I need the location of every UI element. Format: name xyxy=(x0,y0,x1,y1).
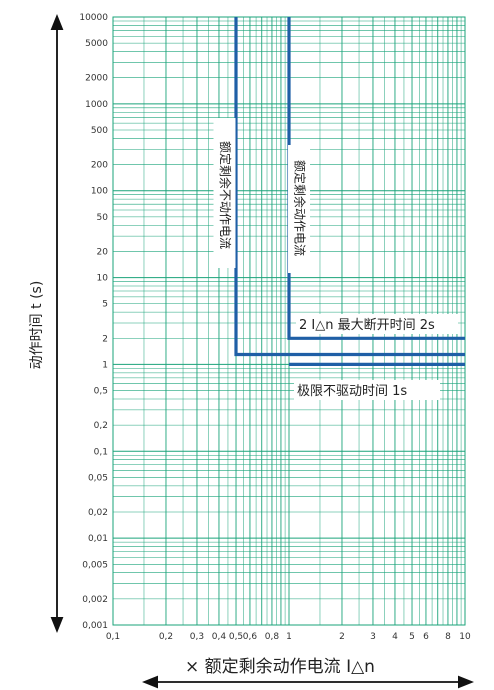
y-tick-label: 5000 xyxy=(85,39,108,49)
x-tick-label: 0,2 xyxy=(159,632,173,642)
annotation-bg xyxy=(294,380,440,400)
y-tick-label: 0,1 xyxy=(94,447,108,457)
y-tick-label: 1000 xyxy=(85,100,108,110)
y-tick-label: 200 xyxy=(91,161,108,171)
x-tick-label: 0,6 xyxy=(243,632,258,642)
y-tick-label: 2000 xyxy=(85,74,108,84)
y-tick-label: 10 xyxy=(97,274,109,284)
x-tick-label: 3 xyxy=(370,632,376,642)
y-axis-title: 动作时间 t (s) xyxy=(29,280,45,370)
y-tick-label: 5 xyxy=(102,300,108,310)
x-tick-label: 6 xyxy=(423,632,429,642)
y-tick-label: 0,005 xyxy=(82,560,108,570)
x-tick-label: 0,1 xyxy=(106,632,120,642)
y-tick-label: 0,01 xyxy=(88,534,108,544)
annotation-non-drive-time: 极限不驱动时间 1s xyxy=(297,384,407,399)
x-tick-label: 0,3 xyxy=(190,632,204,642)
y-tick-labels: 10000 5000 2000 1000 500 200 100 50 20 10 5 2 1 0,5 0,… xyxy=(79,13,108,631)
x-tick-label: 0,8 xyxy=(265,632,280,642)
annotation-operating-current: 额定剩余动作电流 xyxy=(293,160,308,256)
y-tick-label: 0,5 xyxy=(94,387,108,397)
y-tick-label: 50 xyxy=(97,213,109,223)
y-tick-label: 0,001 xyxy=(82,621,108,631)
curves xyxy=(234,17,465,366)
y-tick-label: 0,02 xyxy=(88,508,108,518)
y-tick-label: 1 xyxy=(102,360,108,370)
series-line-2 xyxy=(287,17,465,340)
annotations: 额定剩余不动作电流 额定剩余动作电流 2 I△n 最大断开时间 2s 极限不驱动时间 … xyxy=(213,118,458,400)
x-axis-title: × 额定剩余动作电流 I△n xyxy=(185,657,375,677)
series-line-1 xyxy=(234,17,465,357)
y-tick-label: 0,2 xyxy=(94,421,108,431)
annotation-bg xyxy=(288,145,311,273)
x-tick-label: 0,4 xyxy=(212,632,227,642)
y-tick-label: 2 xyxy=(102,334,108,344)
x-tick-label: 0,5 xyxy=(229,632,243,642)
y-tick-label: 0,05 xyxy=(88,473,108,483)
x-tick-label: 2 xyxy=(339,632,345,642)
y-tick-label: 10000 xyxy=(79,13,108,23)
x-tick-labels: 0,1 0,2 0,3 0,4 0,5 0,6 0,8 1 2 3 4 5 6 8 10 xyxy=(106,632,471,642)
x-tick-label: 10 xyxy=(459,632,471,642)
x-tick-label: 4 xyxy=(392,632,398,642)
x-tick-label: 1 xyxy=(286,632,292,642)
annotation-bg xyxy=(296,314,458,334)
y-tick-label: 0,002 xyxy=(82,595,108,605)
x-tick-label: 8 xyxy=(445,632,451,642)
annotation-bg xyxy=(213,118,236,268)
x-tick-label: 5 xyxy=(409,632,415,642)
y-tick-label: 100 xyxy=(91,187,108,197)
y-tick-label: 20 xyxy=(97,247,109,257)
annotation-max-break-time: 2 I△n 最大断开时间 2s xyxy=(299,318,435,333)
annotation-non-operating-current: 额定剩余不动作电流 xyxy=(218,141,233,249)
y-tick-label: 500 xyxy=(91,126,108,136)
